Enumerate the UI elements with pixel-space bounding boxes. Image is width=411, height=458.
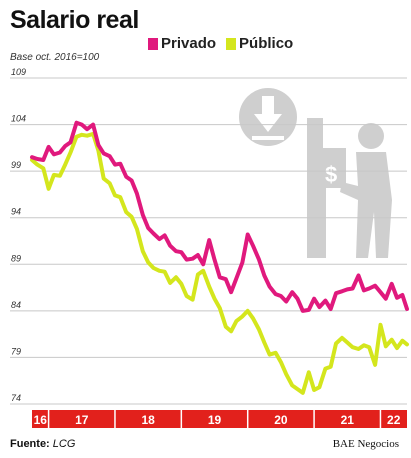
footer-credit: BAE Negocios bbox=[332, 438, 399, 450]
x-tick-label: 20 bbox=[274, 413, 288, 427]
y-tick-label: 99 bbox=[11, 160, 21, 170]
chart-subtitle: Base oct. 2016=100 bbox=[10, 52, 100, 63]
y-tick-label: 84 bbox=[11, 300, 21, 310]
source-value: LCG bbox=[52, 438, 76, 450]
legend-item-privado: Privado bbox=[148, 35, 216, 52]
x-tick-label: 17 bbox=[75, 413, 89, 427]
source-label: Fuente: bbox=[10, 438, 50, 450]
y-tick-label: 74 bbox=[11, 393, 21, 403]
series-line-publico bbox=[30, 131, 409, 395]
x-axis-year-band: 16 17 18 19 20 21 22 bbox=[32, 410, 407, 428]
legend-item-publico: Público bbox=[226, 35, 293, 52]
x-tick-label: 22 bbox=[387, 413, 401, 427]
y-tick-label: 104 bbox=[11, 114, 26, 124]
legend-swatch-privado bbox=[148, 37, 158, 50]
watermark-group: $ bbox=[239, 88, 392, 258]
year-band-segment bbox=[247, 410, 315, 428]
year-band-segment bbox=[181, 410, 248, 428]
legend-swatch-publico bbox=[226, 37, 237, 50]
grid-lines bbox=[10, 77, 407, 405]
atm-person-icon: $ bbox=[307, 118, 392, 258]
down-arrow-icon bbox=[239, 88, 297, 146]
chart-legend: Privado Público bbox=[148, 35, 293, 52]
series-line-privado bbox=[30, 120, 409, 313]
x-tick-label: 18 bbox=[141, 413, 155, 427]
legend-label-publico: Público bbox=[239, 35, 294, 52]
y-tick-label: 79 bbox=[11, 346, 21, 356]
x-tick-label: 16 bbox=[34, 413, 48, 427]
footer-source: Fuente: LCG bbox=[10, 438, 75, 450]
legend-label-privado: Privado bbox=[161, 35, 217, 52]
year-band-segment bbox=[380, 410, 407, 428]
svg-text:$: $ bbox=[325, 162, 337, 187]
year-band-segment bbox=[48, 410, 115, 428]
y-tick-label: 109 bbox=[11, 67, 26, 77]
y-tick-label: 89 bbox=[11, 253, 21, 263]
x-tick-label: 19 bbox=[208, 413, 222, 427]
year-band-segment bbox=[32, 410, 49, 428]
y-tick-label: 94 bbox=[11, 207, 21, 217]
x-tick-label: 21 bbox=[341, 413, 355, 427]
year-band-segment bbox=[114, 410, 182, 428]
chart-title: Salario real bbox=[10, 6, 139, 34]
year-band-segment bbox=[314, 410, 381, 428]
y-tick-labels: 109 104 99 94 89 84 79 74 bbox=[11, 67, 26, 403]
series-lines bbox=[30, 120, 409, 395]
